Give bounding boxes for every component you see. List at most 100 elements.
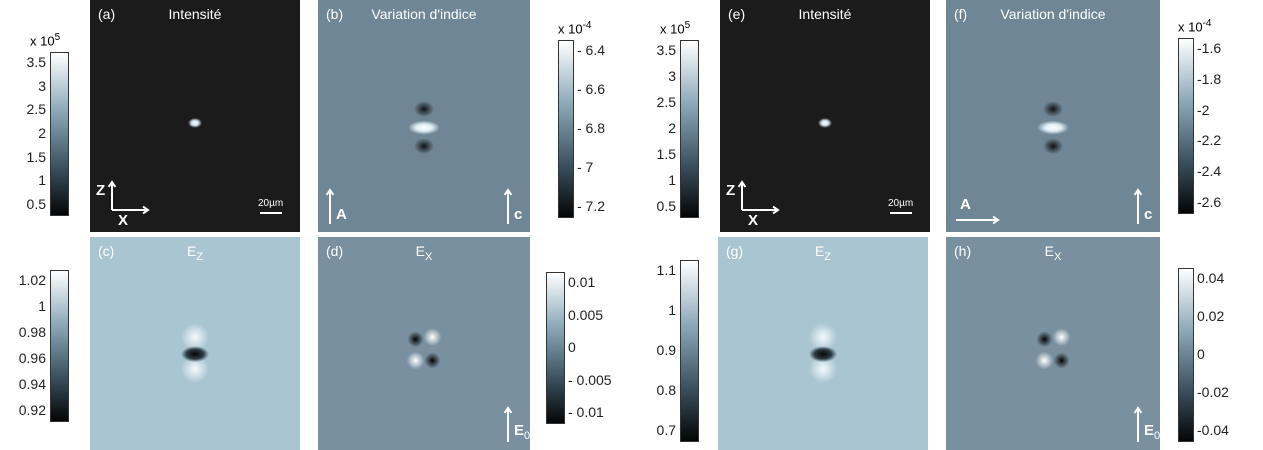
panel-title-main: Intensité xyxy=(168,6,222,22)
colorbar-tick-label: 0.98 xyxy=(18,324,46,340)
colorbar-tick-label: - 7.2 xyxy=(577,198,606,214)
image-panel: (a) Intensité Z X 20µm xyxy=(90,0,300,232)
colorbar-tick-label: 3.5 xyxy=(26,54,46,70)
image-panel: (e) Intensité Z X 20µm xyxy=(720,0,930,232)
arrows xyxy=(956,188,1143,225)
colorbar-multiplier: x 105 xyxy=(30,32,60,48)
arrow xyxy=(737,180,747,210)
colorbar-tick-label: - 0.01 xyxy=(568,404,604,420)
panel-title-main: E xyxy=(814,243,825,259)
colorbar-tick-label: 0.01 xyxy=(568,274,596,290)
multiplier-base: x 10 xyxy=(558,21,583,37)
image-panel: (d) E X E0 xyxy=(318,237,530,450)
arrow xyxy=(503,188,513,224)
colorbar xyxy=(680,40,699,218)
multiplier-base: x 10 xyxy=(1178,19,1203,35)
colorbar-tick-label: -1.6 xyxy=(1197,40,1222,56)
colorbar xyxy=(1178,268,1194,442)
panel-label: (b) xyxy=(326,6,344,22)
arrow xyxy=(1133,406,1143,442)
colorbar-tick-label: 3 xyxy=(668,68,676,84)
axis-x: X xyxy=(118,212,129,229)
colorbar-tick-label: 0.5 xyxy=(26,196,46,212)
colorbar-tick-label: 0.5 xyxy=(656,198,676,214)
panel-title-main: Intensité xyxy=(798,6,852,22)
panel-label: (d) xyxy=(326,243,344,259)
colorbar-tick-label: 1.1 xyxy=(656,262,676,278)
arrow-e-label: E0 xyxy=(514,422,530,442)
arrow xyxy=(742,205,780,215)
scale-bar-label: 20µm xyxy=(258,198,284,209)
arrow xyxy=(325,188,335,224)
image-panel: (g) EZ xyxy=(718,237,928,450)
colorbar-tick-label: -2.2 xyxy=(1197,132,1222,149)
arrow-c-label: c xyxy=(514,206,523,223)
colorbar-tick-label: 2 xyxy=(38,125,46,141)
panel-title: Variation d'indice xyxy=(946,6,1160,22)
panel-title: Intensité xyxy=(720,6,930,22)
panel-title-sub: X xyxy=(1054,250,1062,263)
e-main: E xyxy=(514,422,525,439)
colorbar-tick-label: 0.7 xyxy=(656,422,676,438)
arrows xyxy=(107,180,150,215)
panel-title-main: E xyxy=(1044,243,1054,259)
colorbar-tick-label: 0 xyxy=(1197,346,1205,362)
arrow xyxy=(1133,188,1143,224)
arrow-a-label: A xyxy=(960,196,971,213)
colorbar-tick-label: - 6.4 xyxy=(577,42,606,58)
multiplier-power: 5 xyxy=(684,20,691,31)
arrows xyxy=(737,180,780,215)
colorbar-tick-label: -1.8 xyxy=(1197,70,1222,87)
colorbar xyxy=(1178,38,1194,214)
multiplier-base: x 10 xyxy=(660,21,685,37)
colorbar-multiplier: x 10-4 xyxy=(1178,18,1211,34)
panel-title: Intensité xyxy=(90,6,300,22)
multiplier-base: x 10 xyxy=(30,33,55,49)
arrow xyxy=(956,215,1000,225)
panel-label: (e) xyxy=(728,6,746,22)
colorbar xyxy=(680,260,699,442)
colorbar-tick-label: 0.9 xyxy=(656,342,676,358)
arrow xyxy=(503,406,513,442)
colorbar-tick-label: 0.94 xyxy=(18,376,46,392)
panel-label: (a) xyxy=(98,6,116,22)
colorbar xyxy=(50,52,69,216)
colorbar-multiplier: x 105 xyxy=(660,20,690,36)
colorbar-tick-label: - 6.6 xyxy=(577,81,606,97)
arrow xyxy=(112,205,150,215)
colorbar-tick-label: 1 xyxy=(38,172,46,189)
arrow-c-label: c xyxy=(1144,206,1153,223)
e-sub: 0 xyxy=(524,430,530,442)
panel-title-main: Variation d'indice xyxy=(371,6,477,22)
panel-title: EX xyxy=(946,243,1160,263)
panel-title-sub: X xyxy=(425,250,433,263)
scale-bar xyxy=(260,212,282,214)
colorbar-tick-label: 0.92 xyxy=(18,402,46,418)
panel-label: (c) xyxy=(98,243,115,259)
axis-z: Z xyxy=(726,182,736,199)
multiplier-power: -4 xyxy=(1202,18,1212,29)
arrow-a-label: A xyxy=(336,206,347,223)
colorbar-tick-label: 1 xyxy=(668,302,676,318)
panel-label: (f) xyxy=(954,6,968,22)
colorbar-tick-label: 1 xyxy=(668,172,676,188)
scale-bar xyxy=(890,212,912,214)
colorbar-tick-label: 0.96 xyxy=(18,350,46,366)
colorbar-tick-label: -2.4 xyxy=(1197,163,1222,180)
colorbar-tick-label: 1 xyxy=(38,298,46,314)
arrows xyxy=(325,188,513,224)
colorbar-tick-label: 0.04 xyxy=(1197,270,1225,286)
colorbar xyxy=(558,40,574,218)
image-panel: (h) EX E0 xyxy=(946,237,1160,450)
colorbar-tick-label: -2 xyxy=(1197,101,1210,118)
arrows xyxy=(1133,406,1143,442)
colorbar-tick-label: - 0.005 xyxy=(568,371,612,388)
colorbar-multiplier: x 10-4 xyxy=(558,20,591,36)
image-panel: (c) EZ xyxy=(90,237,300,450)
e-sub: 0 xyxy=(1154,430,1160,442)
e-main: E xyxy=(1144,422,1155,439)
colorbar-tick-label: -0.02 xyxy=(1197,384,1229,400)
colorbar xyxy=(50,270,69,422)
